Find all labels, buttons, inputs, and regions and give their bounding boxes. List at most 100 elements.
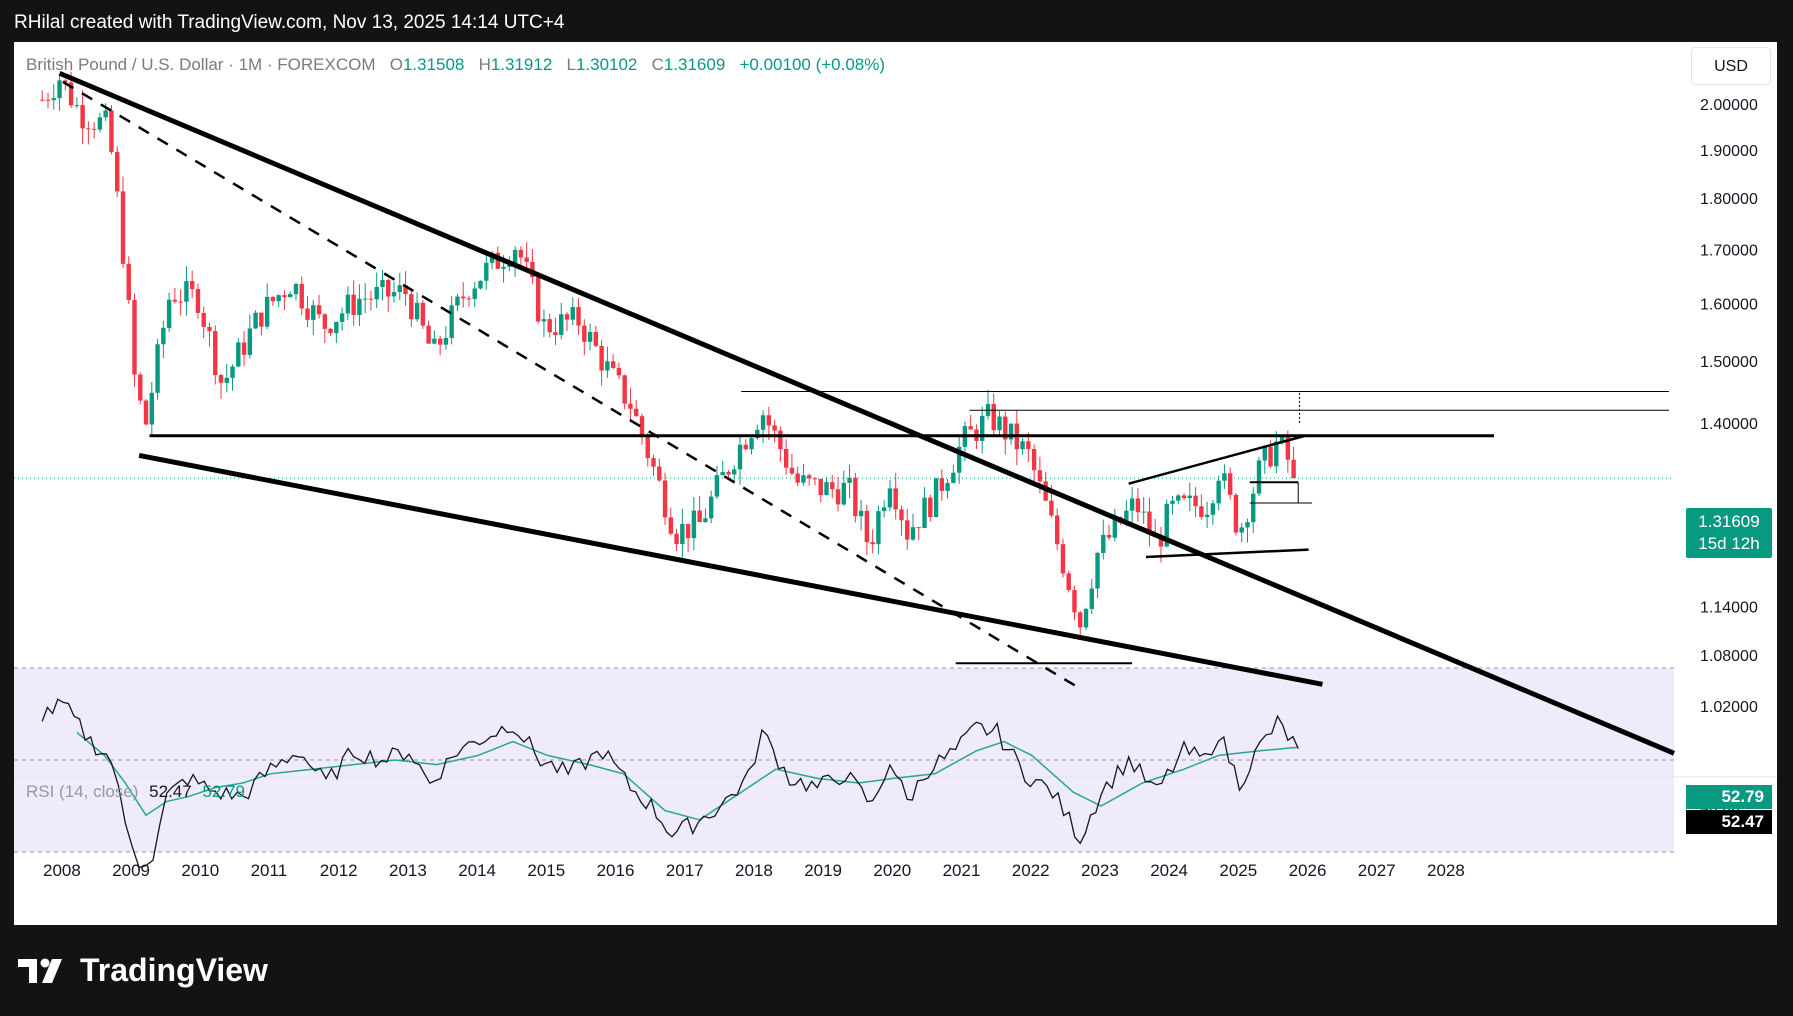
candle-body bbox=[247, 328, 253, 355]
candle-body bbox=[299, 284, 304, 309]
candle-body bbox=[726, 472, 731, 475]
candle-body bbox=[616, 367, 622, 376]
tradingview-brand[interactable]: TradingView bbox=[18, 952, 268, 989]
y-tick-label: 1.40000 bbox=[1700, 416, 1758, 433]
candle-body bbox=[783, 449, 789, 468]
chart-canvas[interactable]: 2.00000 1.90000 1.80000 1.70000 1.60000 1.500… bbox=[14, 42, 1777, 925]
candle-body bbox=[1233, 494, 1239, 533]
candle-body bbox=[432, 338, 437, 344]
y-tick-label: 1.70000 bbox=[1700, 242, 1758, 259]
candle-body bbox=[524, 257, 529, 262]
candle-body bbox=[841, 482, 847, 505]
candle-body bbox=[103, 110, 108, 118]
candle-body bbox=[1274, 441, 1279, 467]
candle-body bbox=[518, 249, 524, 258]
candle-body bbox=[311, 305, 316, 320]
candle-body bbox=[97, 117, 103, 130]
candle-body bbox=[835, 489, 841, 505]
candle-body bbox=[149, 392, 155, 425]
candle-body bbox=[1176, 495, 1181, 501]
candle-body bbox=[881, 507, 887, 512]
candle-body bbox=[605, 361, 610, 371]
chart-panel[interactable]: 2.00000 1.90000 1.80000 1.70000 1.60000 1.500… bbox=[14, 42, 1777, 925]
y-tick-label: 1.80000 bbox=[1700, 191, 1758, 208]
candle-body bbox=[847, 477, 852, 483]
candle-body bbox=[51, 98, 56, 101]
x-tick-label: 2021 bbox=[943, 861, 981, 880]
x-tick-label: 2011 bbox=[251, 861, 288, 880]
candle-body bbox=[1020, 441, 1025, 450]
x-tick-label: 2010 bbox=[181, 861, 219, 880]
candle-body bbox=[437, 338, 443, 345]
candle-body bbox=[74, 105, 80, 107]
candle-body bbox=[207, 326, 212, 332]
candle-body bbox=[1210, 503, 1216, 515]
top-bar: RHilal created with TradingView.com, Nov… bbox=[0, 0, 1793, 44]
candle-body bbox=[864, 510, 870, 543]
candle-body bbox=[876, 511, 881, 545]
candle-body bbox=[213, 331, 218, 376]
x-tick-label: 2014 bbox=[458, 861, 496, 880]
low-value: 1.30102 bbox=[575, 55, 638, 74]
candle-body bbox=[259, 312, 264, 327]
candle-body bbox=[236, 342, 241, 367]
candle-body bbox=[45, 99, 51, 101]
candle-body bbox=[172, 299, 178, 302]
candle-body bbox=[362, 298, 368, 300]
candle-body bbox=[322, 314, 328, 329]
open-label: O bbox=[389, 55, 403, 74]
candle-body bbox=[951, 472, 956, 483]
candle-body bbox=[1031, 449, 1037, 471]
candle-body bbox=[501, 266, 506, 269]
candle-body bbox=[922, 497, 927, 529]
candle-body bbox=[1101, 534, 1106, 553]
y-tick-label: 1.02000 bbox=[1700, 699, 1758, 716]
candle-body bbox=[968, 426, 973, 430]
candle-body bbox=[109, 110, 114, 152]
rsi-band bbox=[14, 668, 1674, 852]
x-tick-label: 2025 bbox=[1219, 861, 1257, 880]
candle-body bbox=[368, 298, 374, 300]
candle-body bbox=[241, 342, 247, 355]
candle-body bbox=[57, 80, 62, 99]
candle-body bbox=[720, 472, 725, 476]
candle-body bbox=[668, 517, 674, 534]
candle-body bbox=[68, 82, 74, 106]
candle-body bbox=[420, 302, 426, 326]
candle-body bbox=[397, 285, 402, 293]
candle-body bbox=[708, 496, 714, 519]
candle-body bbox=[403, 285, 408, 295]
candle-body bbox=[264, 296, 270, 327]
candle-body bbox=[345, 294, 351, 314]
candle-body bbox=[789, 467, 795, 474]
candle-body bbox=[466, 298, 472, 300]
y-tick-label: 1.14000 bbox=[1700, 600, 1758, 617]
candle-body bbox=[714, 475, 720, 497]
candle-body bbox=[737, 444, 743, 470]
candle-body bbox=[224, 377, 229, 383]
candle-body bbox=[766, 415, 772, 426]
candle-body bbox=[1227, 473, 1233, 495]
candle-body bbox=[570, 307, 575, 320]
candle-body bbox=[40, 99, 45, 101]
candle-body bbox=[564, 314, 570, 320]
candle-body bbox=[628, 403, 633, 409]
candle-body bbox=[1135, 498, 1141, 513]
wedge-trendline-extension bbox=[1269, 581, 1675, 756]
candle-body bbox=[512, 249, 518, 265]
candle-body bbox=[553, 332, 558, 335]
candle-body bbox=[1204, 514, 1210, 518]
x-tick-label: 2027 bbox=[1358, 861, 1396, 880]
candle-body bbox=[1158, 537, 1164, 547]
candle-body bbox=[115, 151, 120, 192]
candle-body bbox=[1060, 544, 1066, 574]
candle-body bbox=[933, 478, 939, 518]
x-tick-label: 2028 bbox=[1427, 861, 1465, 880]
candle-body bbox=[547, 319, 552, 333]
candle-body bbox=[86, 128, 91, 130]
currency-button[interactable]: USD bbox=[1691, 47, 1771, 85]
candle-body bbox=[830, 482, 835, 490]
candle-body bbox=[858, 510, 864, 517]
close-value: 1.31609 bbox=[663, 55, 726, 74]
candle-body bbox=[1164, 503, 1169, 547]
